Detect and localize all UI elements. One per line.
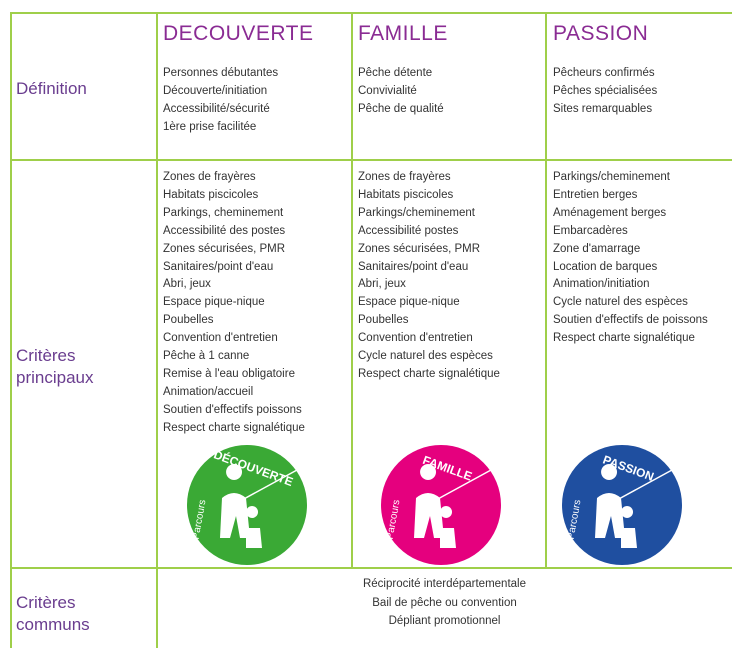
list-item: Pêches spécialisées [553,84,658,97]
row-label: Critères principaux [16,346,94,387]
column-header: PASSION [553,22,649,45]
list-item: Respect charte signalétique [553,332,695,345]
list-item: Espace pique-nique [358,296,460,309]
list-item: Convivialité [358,84,417,97]
fishing-line [435,469,492,501]
list-item: Parkings, cheminement [163,206,284,219]
list-item: Sanitaires/point d'eau [358,260,469,273]
common-item: Réciprocité interdépartementale [362,578,526,590]
column-header: FAMILLE [358,22,448,45]
common-item: Dépliant promotionnel [388,615,501,627]
list-item: Abri, jeux [163,278,211,291]
common-item: Bail de pêche ou convention [372,596,517,609]
list-item: Parkings/cheminement [358,206,475,219]
list-item: Personnes débutantes [163,67,279,79]
border [156,12,158,648]
list-item: Convention d'entretien [358,332,473,345]
silhouette [414,464,456,548]
list-item: 1ère prise facilitée [163,120,257,133]
list-item: Pêche détente [358,67,433,79]
list-item: Animation/initiation [553,278,650,291]
list-item: Zones de frayères [358,171,451,183]
list-item: Découverte/initiation [163,84,268,97]
logo-disc [381,445,501,565]
list-item: Embarcadères [553,224,628,237]
silhouette [220,464,262,548]
list-item: Sites remarquables [553,102,653,115]
list-item: Cycle naturel des espèces [358,350,493,362]
logo-disc [187,445,307,565]
row-label: Critères communs [16,593,90,634]
fishing-line [616,469,673,501]
list-item: Espace pique-nique [163,296,265,309]
list-item: Respect charte signalétique [163,421,305,434]
list-item: Soutien d'effectifs poissons [163,403,302,416]
list-item: Zone d'amarrage [553,242,641,255]
border [10,12,12,648]
column-header: DECOUVERTE [163,22,314,45]
list-item: Aménagement berges [553,206,667,219]
border [545,12,547,569]
list-item: Pêche à 1 canne [163,350,250,362]
list-item: Accessibilité/sécurité [163,102,270,115]
list-item: Poubelles [163,314,214,327]
list-item: Pêche de qualité [358,102,444,115]
list-item: Location de barques [553,260,658,273]
list-item: Abri, jeux [358,278,406,291]
list-item: Entretien berges [553,188,638,201]
list-item: Habitats piscicoles [163,188,259,201]
border [10,159,732,161]
border [10,12,732,14]
list-item: Zones de frayères [163,171,256,183]
list-item: Accessibilité postes [358,224,459,237]
list-item: Parkings/cheminement [553,171,670,183]
list-item: Sanitaires/point d'eau [163,260,274,273]
fishing-line [241,469,298,501]
list-item: Remise à l'eau obligatoire [163,367,295,380]
list-item: Cycle naturel des espèces [553,296,688,309]
list-item: Poubelles [358,314,409,327]
border [10,567,732,569]
list-item: Accessibilité des postes [163,224,286,237]
list-item: Respect charte signalétique [358,367,500,380]
border [351,12,353,569]
list-item: Zones sécurisées, PMR [358,242,481,255]
row-label: Définition [16,79,87,98]
logo-disc [562,445,682,565]
list-item: Habitats piscicoles [358,188,454,201]
silhouette [595,464,637,548]
list-item: Animation/accueil [163,385,254,398]
list-item: Soutien d'effectifs de poissons [553,314,708,327]
list-item: Convention d'entretien [163,332,278,345]
list-item: Pêcheurs confirmés [553,67,655,79]
list-item: Zones sécurisées, PMR [163,242,286,255]
